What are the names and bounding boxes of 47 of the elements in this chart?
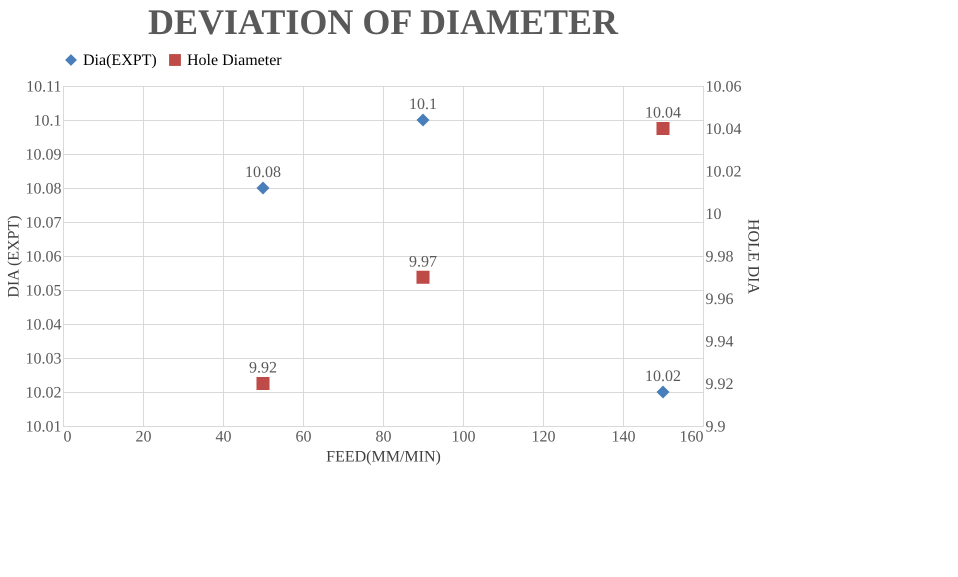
data-label: 10.08: [245, 164, 281, 181]
y-tick-label: 10.08: [26, 180, 62, 198]
point: [256, 181, 270, 195]
x-tick-label: 40: [216, 428, 232, 446]
y2-tick-label: 10: [706, 206, 722, 223]
y2-tick-label: 9.92: [706, 376, 734, 393]
x-tick-label: 60: [296, 428, 312, 446]
y-tick-label: 10.02: [26, 384, 62, 402]
y2-tick-label: 9.96: [706, 291, 734, 308]
y-tick-label: 10.01: [26, 418, 62, 436]
y-tick-label: 10.1: [34, 112, 62, 130]
x-axis-title: FEED(MM/MIN): [326, 448, 441, 466]
y2-tick-label: 9.98: [706, 248, 734, 266]
legend-label: Dia(EXPT): [83, 52, 157, 69]
x-tick-label: 100: [452, 428, 476, 446]
point: [256, 376, 270, 390]
x-tick-label: 80: [376, 428, 392, 446]
y2-tick-label: 10.02: [706, 164, 742, 180]
y-tick-label: 10.07: [26, 214, 62, 232]
chart-title: DEVIATION OF DIAMETER: [148, 2, 620, 42]
data-label: 10.04: [645, 104, 681, 122]
x-tick-label: 120: [532, 428, 556, 446]
y2-axis-title: HOLE DIA: [744, 218, 762, 294]
y2-tick-label: 9.9: [706, 418, 726, 436]
y-axis-title: DIA (EXPT): [6, 215, 22, 298]
y2-tick-label: 10.06: [706, 78, 742, 96]
y-tick-label: 10.11: [26, 78, 62, 96]
y-tick-label: 10.06: [26, 248, 62, 266]
x-tick-label: 0: [64, 428, 72, 446]
data-label: 10.1: [409, 96, 437, 113]
y-tick-label: 10.09: [26, 146, 62, 164]
y2-tick-label: 10.04: [706, 121, 742, 138]
y-tick-label: 10.03: [26, 350, 62, 368]
data-label: 9.97: [409, 253, 437, 270]
y-tick-label: 10.05: [26, 282, 62, 300]
point: [416, 113, 430, 127]
y-tick-label: 10.04: [26, 316, 62, 334]
point: [656, 385, 670, 399]
legend-label: Hole Diameter: [187, 52, 282, 69]
point: [656, 122, 670, 136]
point: [416, 270, 430, 284]
data-label: 9.92: [249, 360, 277, 376]
data-label: 10.02: [645, 368, 681, 385]
x-tick-label: 140: [612, 428, 636, 446]
x-tick-label: 160: [680, 428, 704, 446]
x-tick-label: 20: [136, 428, 152, 446]
y2-tick-label: 9.94: [706, 334, 734, 350]
